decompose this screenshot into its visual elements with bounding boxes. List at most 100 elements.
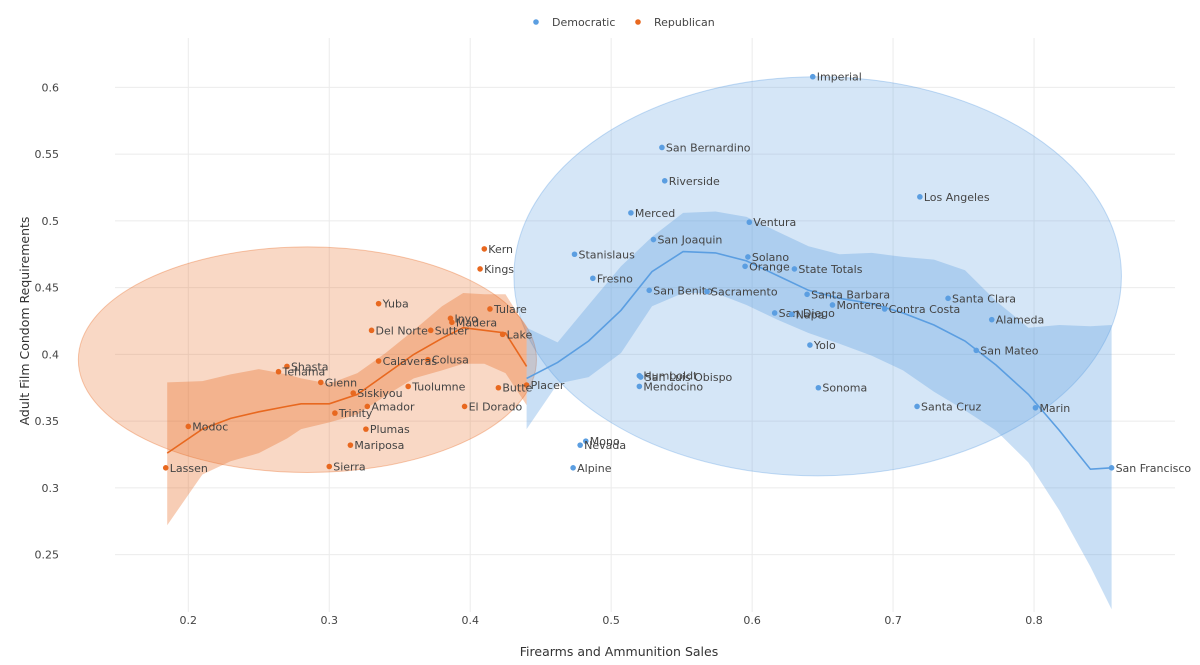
point-calaveras[interactable] xyxy=(375,358,382,364)
legend-item-republican[interactable]: Republican xyxy=(635,16,715,29)
point-label-monterey: Monterey xyxy=(836,299,888,312)
point-label-mono: Mono xyxy=(590,435,620,448)
point-label-glenn: Glenn xyxy=(325,376,357,389)
point-butte[interactable] xyxy=(495,384,502,391)
point-plumas[interactable] xyxy=(363,426,369,432)
point-state-totals[interactable] xyxy=(791,266,798,272)
point-yolo[interactable] xyxy=(807,342,813,348)
point-san-benito[interactable] xyxy=(646,287,653,294)
point-santa-clara[interactable] xyxy=(945,295,951,302)
point-label-los-angeles: Los Angeles xyxy=(924,191,990,204)
point-riverside[interactable] xyxy=(661,178,668,184)
point-label-state-totals: State Totals xyxy=(798,263,862,276)
point-ventura[interactable] xyxy=(746,219,753,226)
point-kings[interactable] xyxy=(477,266,483,272)
point-lake[interactable] xyxy=(499,331,506,338)
point-label-santa-clara: Santa Clara xyxy=(952,292,1016,305)
point-san-bernardino[interactable] xyxy=(659,144,665,151)
point-label-santa-cruz: Santa Cruz xyxy=(921,400,981,413)
point-san-luis-obispo[interactable] xyxy=(637,374,644,380)
point-napa[interactable] xyxy=(788,311,795,318)
point-tuolumne[interactable] xyxy=(405,383,411,390)
point-imperial[interactable] xyxy=(809,73,816,80)
republican-confidence-band xyxy=(167,293,527,526)
point-label-yuba: Yuba xyxy=(382,298,409,311)
democratic-trend-line xyxy=(526,250,1112,471)
point-fresno[interactable] xyxy=(590,275,596,282)
point-mariposa[interactable] xyxy=(347,442,354,448)
point-siskiyou[interactable] xyxy=(350,390,357,396)
point-madera[interactable] xyxy=(449,319,455,326)
point-label-sutter: Sutter xyxy=(435,324,469,337)
point-label-madera: Madera xyxy=(456,316,497,329)
point-sutter[interactable] xyxy=(427,327,434,334)
point-contra-costa[interactable] xyxy=(881,306,888,312)
point-label-contra-costa: Contra Costa xyxy=(889,303,961,316)
x-tick-label: 0.7 xyxy=(884,614,902,627)
point-label-solano: Solano xyxy=(752,251,789,264)
point-tulare[interactable] xyxy=(487,306,493,312)
point-nevada[interactable] xyxy=(577,442,583,448)
point-san-diego[interactable] xyxy=(771,310,778,316)
legend-label-democratic: Democratic xyxy=(552,16,615,29)
x-tick-label: 0.3 xyxy=(321,614,339,627)
point-sierra[interactable] xyxy=(326,463,333,470)
point-alameda[interactable] xyxy=(988,316,995,323)
point-mono[interactable] xyxy=(582,438,589,444)
point-label-riverside: Riverside xyxy=(669,175,720,188)
point-solano[interactable] xyxy=(745,254,751,260)
point-monterey[interactable] xyxy=(829,302,836,308)
point-santa-cruz[interactable] xyxy=(914,403,920,410)
point-placer[interactable] xyxy=(523,382,530,388)
point-marin[interactable] xyxy=(1032,404,1039,411)
point-san-joaquin[interactable] xyxy=(650,236,657,243)
point-label-san-bernardino: San Bernardino xyxy=(666,141,751,154)
point-los-angeles[interactable] xyxy=(917,194,923,200)
point-shasta[interactable] xyxy=(284,363,290,370)
point-label-colusa: Colusa xyxy=(432,354,469,367)
point-mendocino[interactable] xyxy=(636,383,643,390)
point-label-el-dorado: El Dorado xyxy=(469,400,523,413)
point-tehama[interactable] xyxy=(275,368,282,375)
point-label-san-mateo: San Mateo xyxy=(980,344,1039,357)
point-el-dorado[interactable] xyxy=(461,403,468,410)
x-tick-label: 0.6 xyxy=(743,614,761,627)
point-label-yolo: Yolo xyxy=(813,339,836,352)
point-glenn[interactable] xyxy=(317,379,324,386)
y-tick-label: 0.45 xyxy=(35,282,60,295)
point-santa-barbara[interactable] xyxy=(804,291,810,298)
point-orange[interactable] xyxy=(742,263,748,270)
point-kern[interactable] xyxy=(481,246,488,252)
point-label-imperial: Imperial xyxy=(817,71,862,84)
point-yuba[interactable] xyxy=(375,300,382,307)
point-stanislaus[interactable] xyxy=(571,251,578,258)
point-trinity[interactable] xyxy=(332,410,338,416)
legend-item-democratic[interactable]: Democratic xyxy=(533,16,615,29)
point-label-napa: Napa xyxy=(796,308,825,321)
point-lassen[interactable] xyxy=(162,465,169,471)
x-tick-label: 0.2 xyxy=(180,614,198,627)
democratic-confidence-band xyxy=(526,211,1112,610)
democratic-points: Imperial San Bernardino Riverside Los Angel… xyxy=(570,71,1191,475)
point-label-inyo: Inyo xyxy=(454,312,478,325)
point-sacramento[interactable] xyxy=(704,288,710,295)
point-label-lassen: Lassen xyxy=(170,462,208,475)
point-amador[interactable] xyxy=(364,403,371,410)
point-del-norte[interactable] xyxy=(368,327,375,334)
point-san-mateo[interactable] xyxy=(973,347,980,354)
democratic-confidence-ellipse xyxy=(513,76,1122,477)
point-colusa[interactable] xyxy=(425,356,431,363)
y-tick-label: 0.25 xyxy=(35,549,60,562)
point-san-francisco[interactable] xyxy=(1108,465,1115,471)
legend[interactable]: Democratic Republican xyxy=(533,16,715,29)
point-label-merced: Merced xyxy=(635,207,675,220)
point-merced[interactable] xyxy=(628,210,634,216)
republican-confidence-ellipse xyxy=(77,246,537,474)
point-alpine[interactable] xyxy=(570,465,576,471)
point-modoc[interactable] xyxy=(185,423,192,430)
y-axis-title: Adult Film Condom Requirements xyxy=(17,217,32,426)
point-sonoma[interactable] xyxy=(815,384,822,391)
point-label-lake: Lake xyxy=(507,328,533,341)
